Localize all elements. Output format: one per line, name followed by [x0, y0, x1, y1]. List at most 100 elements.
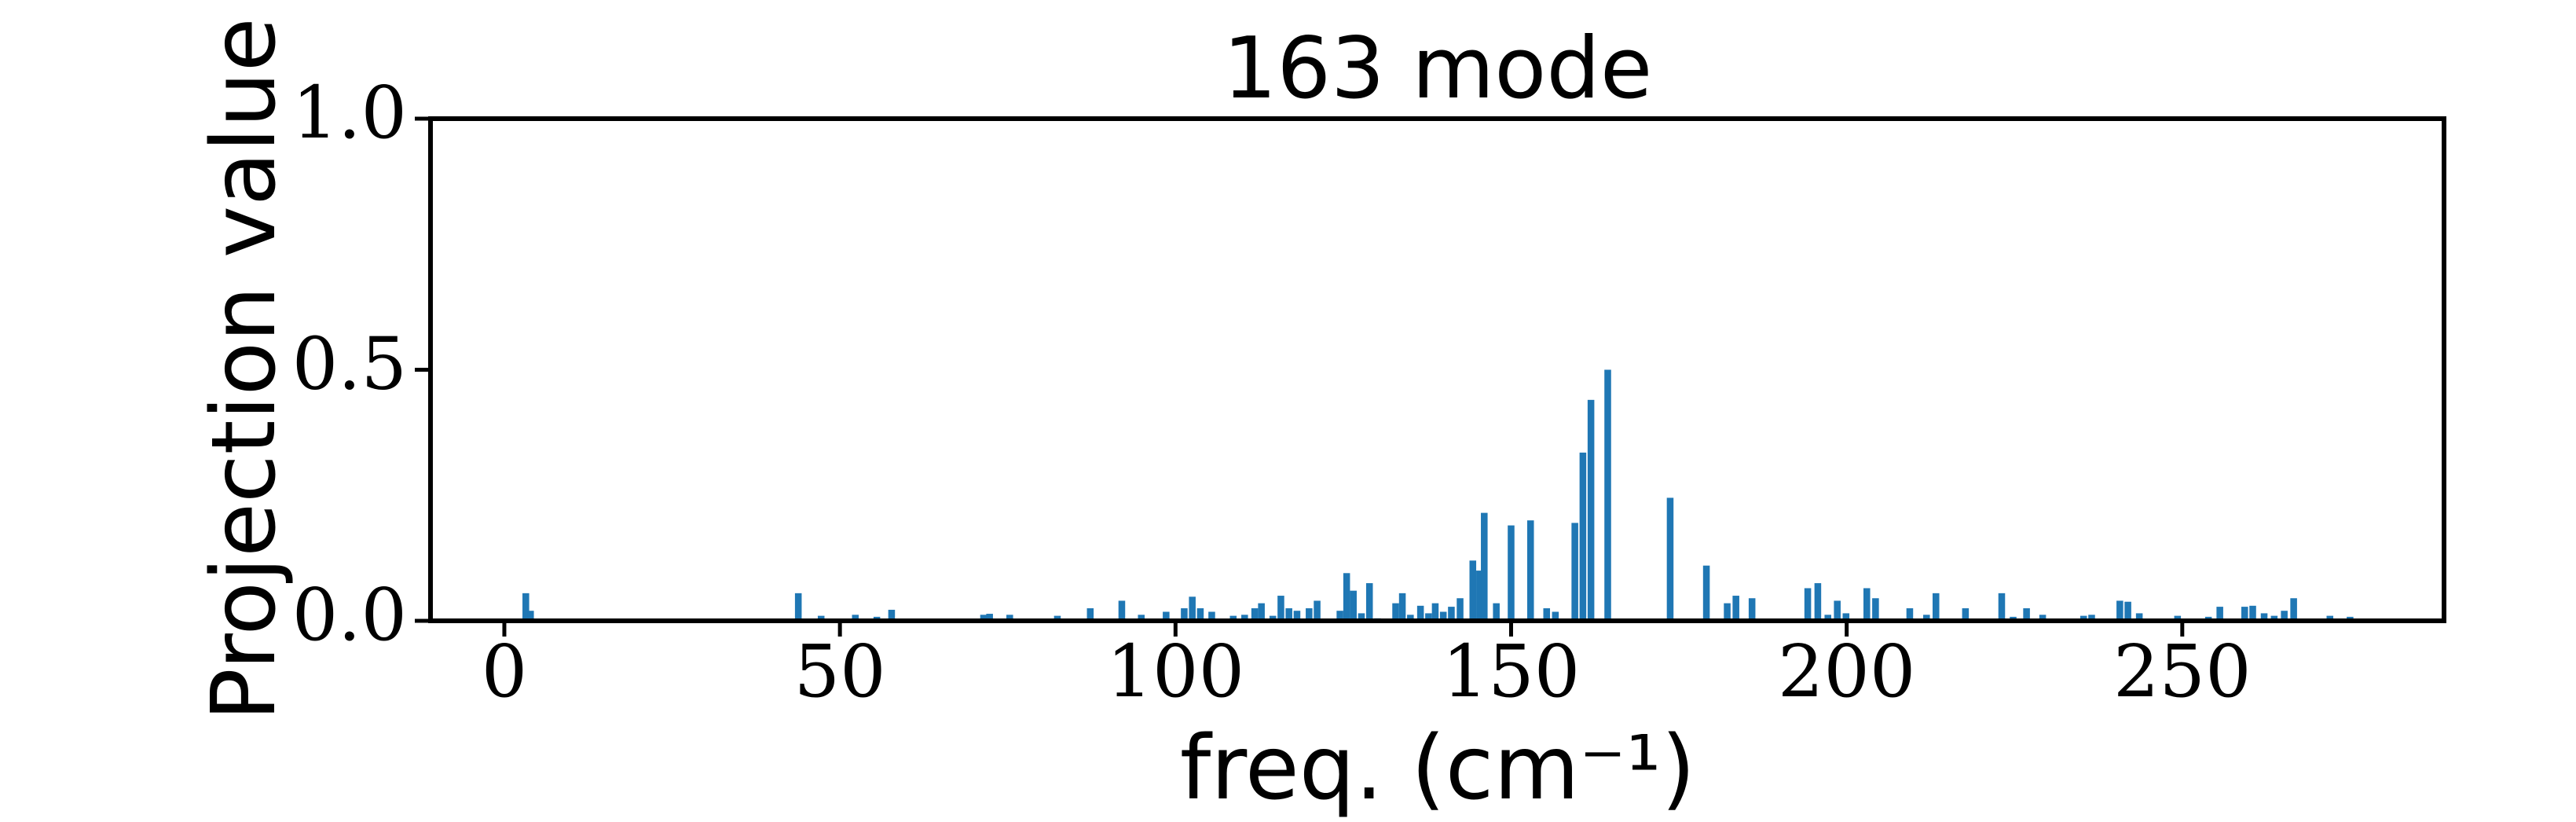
bar — [1906, 608, 1914, 621]
x-tick-label: 100 — [1107, 629, 1245, 714]
bar — [2039, 615, 2047, 621]
bar — [1604, 369, 1611, 621]
bar — [1552, 611, 1559, 621]
bar — [1469, 560, 1477, 621]
bar — [1814, 583, 1822, 621]
plot-frame — [428, 116, 2446, 623]
bar — [1842, 613, 1850, 621]
bar — [2135, 613, 2143, 621]
bar — [1251, 608, 1259, 621]
bar — [2216, 607, 2223, 621]
bar — [1724, 603, 1731, 621]
bar — [986, 614, 993, 621]
bar — [1923, 615, 1930, 621]
bar — [1398, 593, 1406, 621]
bar — [1365, 583, 1373, 621]
bar — [1493, 603, 1500, 621]
bar — [1285, 608, 1292, 621]
bar — [1476, 571, 1483, 621]
bar — [1431, 603, 1439, 621]
bar — [1006, 615, 1013, 621]
bar — [1189, 596, 1196, 621]
bar — [1350, 590, 1357, 621]
bar — [2124, 601, 2131, 621]
bar — [1543, 608, 1551, 621]
bar — [1863, 588, 1871, 621]
bar — [1163, 611, 1170, 621]
bar — [1293, 611, 1301, 621]
x-tick-label: 200 — [1778, 629, 1916, 714]
bar — [1181, 608, 1188, 621]
bar — [1932, 593, 1940, 621]
bar — [1834, 600, 1841, 621]
bar — [2088, 615, 2095, 621]
bar — [1998, 593, 2006, 621]
bar — [817, 615, 825, 621]
x-tick-label: 150 — [1442, 629, 1581, 714]
bar — [1086, 608, 1094, 621]
bar — [1208, 611, 1215, 621]
bar — [1748, 598, 1756, 621]
bar — [1824, 615, 1831, 621]
bar — [1457, 598, 1464, 621]
bar — [1229, 615, 1237, 621]
chart-title: 163 mode — [1223, 20, 1653, 118]
bar — [2079, 615, 2087, 621]
bar — [1392, 603, 1399, 621]
bar — [1508, 525, 1515, 621]
bar — [1448, 607, 1455, 621]
bar — [1336, 611, 1343, 621]
bar — [1804, 588, 1812, 621]
bar — [1526, 520, 1534, 621]
y-tick-label: 0.5 — [292, 321, 407, 405]
bar — [2290, 598, 2297, 621]
bar — [888, 609, 896, 621]
bar — [1277, 596, 1284, 621]
y-axis-label: Projection value — [193, 17, 295, 721]
bar — [2174, 615, 2182, 621]
bar — [1872, 598, 1879, 621]
bar — [980, 615, 988, 621]
bar — [2241, 607, 2248, 621]
bar — [2260, 613, 2268, 621]
bar — [1343, 573, 1350, 621]
x-tick-label: 250 — [2113, 629, 2252, 714]
bar — [527, 611, 534, 621]
bar — [1269, 615, 1277, 621]
bar — [1579, 452, 1587, 621]
bar — [2249, 605, 2256, 621]
bar — [1416, 605, 1424, 621]
bar — [852, 615, 859, 621]
bar — [2270, 615, 2278, 621]
bar — [1587, 399, 1595, 621]
bar — [1732, 596, 1739, 621]
x-axis-label: freq. (cm⁻¹) — [1180, 717, 1695, 820]
bar — [2116, 600, 2123, 621]
bar — [1439, 611, 1447, 621]
bar — [1407, 615, 1414, 621]
y-tick-label: 1.0 — [292, 71, 407, 155]
bar — [1702, 565, 1710, 621]
bar — [1314, 600, 1321, 621]
bar — [1962, 608, 1970, 621]
bar — [1196, 608, 1204, 621]
bar — [2326, 615, 2334, 621]
x-tick-label: 0 — [482, 629, 528, 714]
bar — [1053, 615, 1061, 621]
bar — [794, 593, 802, 621]
bar — [1138, 615, 1145, 621]
bar — [1571, 523, 1578, 621]
bar — [1241, 615, 1248, 621]
y-tick-label: 0.0 — [292, 573, 407, 657]
bar — [1258, 603, 1265, 621]
bar — [2023, 608, 2030, 621]
x-tick-label: 50 — [794, 629, 886, 714]
bar — [1425, 613, 1432, 621]
bar — [1666, 497, 1674, 621]
bar — [1358, 613, 1365, 621]
bar — [1306, 608, 1313, 621]
bar — [2281, 611, 2288, 621]
bar — [1118, 600, 1126, 621]
bar — [1481, 512, 1488, 621]
